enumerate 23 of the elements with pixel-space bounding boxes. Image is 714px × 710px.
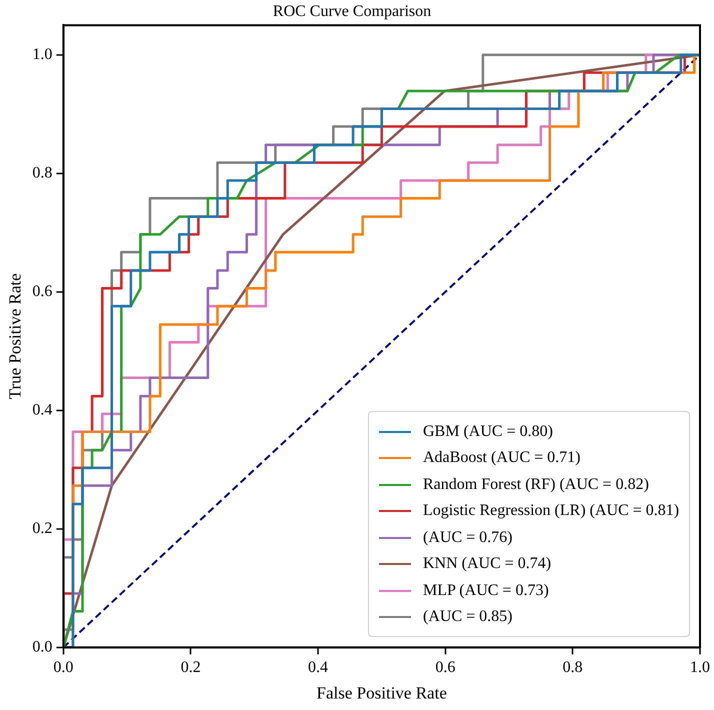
x-tick-label: 0.0: [53, 659, 74, 676]
legend-label: (AUC = 0.85): [423, 608, 512, 626]
legend-label: GBM (AUC = 0.80): [423, 422, 553, 441]
x-tick-label: 1.0: [690, 659, 710, 676]
y-axis-title: True Positive Rate: [6, 273, 25, 400]
legend-label: AdaBoost (AUC = 0.71): [423, 449, 580, 468]
y-tick-label: 0.6: [32, 283, 52, 300]
legend-label: KNN (AUC = 0.74): [423, 555, 552, 574]
y-tick-label: 0.4: [32, 402, 52, 419]
y-tick-label: 0.8: [32, 164, 52, 182]
x-axis-title: False Positive Rate: [316, 683, 447, 702]
x-tick-label: 0.2: [180, 659, 201, 676]
y-tick-label: 0.2: [32, 520, 52, 538]
legend-label: Random Forest (RF) (AUC = 0.82): [423, 476, 649, 494]
x-tick-label: 0.6: [435, 659, 456, 676]
y-tick-label: 1.0: [32, 46, 52, 64]
legend-label: MLP (AUC = 0.73): [423, 582, 549, 600]
legend-label: (AUC = 0.76): [423, 528, 512, 547]
y-tick-label: 0.0: [32, 638, 52, 656]
x-tick-label: 0.4: [308, 659, 328, 676]
chart-title: ROC Curve Comparison: [272, 2, 432, 20]
legend-label: Logistic Regression (LR) (AUC = 0.81): [423, 502, 680, 520]
x-tick-label: 0.8: [562, 659, 583, 676]
